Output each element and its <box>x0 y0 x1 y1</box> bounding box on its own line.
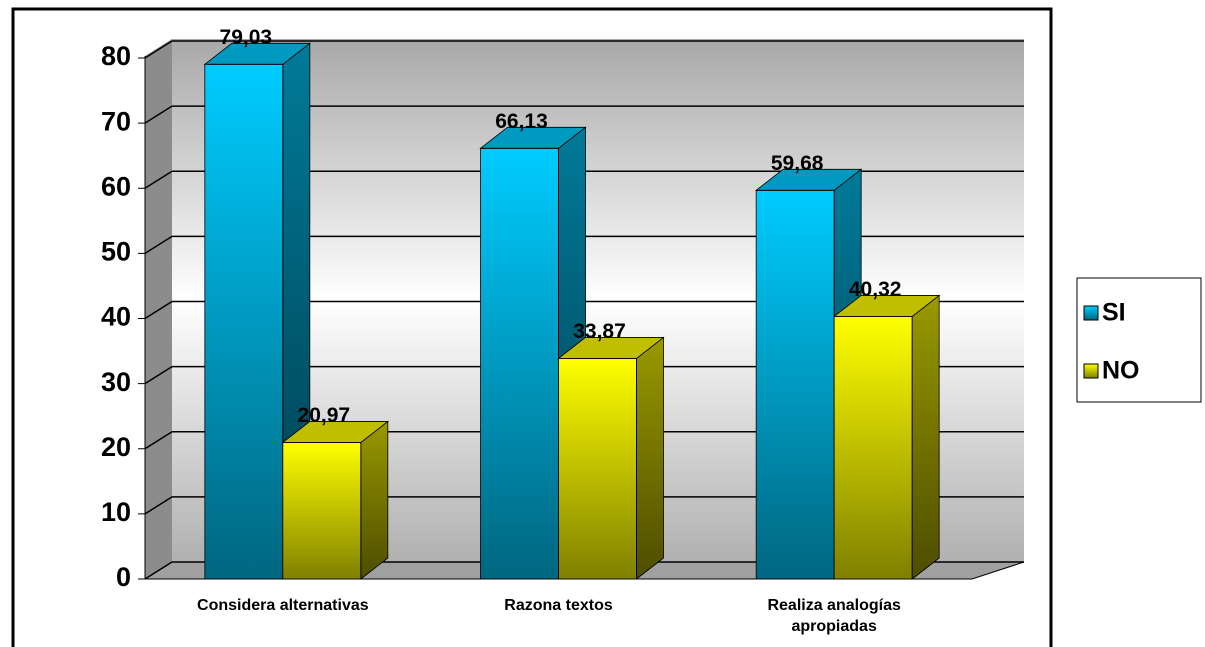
grid-line <box>144 431 173 450</box>
y-tick-label: 40 <box>101 302 131 332</box>
bar-front-shade <box>480 148 559 579</box>
bar-outline <box>204 63 284 580</box>
grid-line <box>144 300 173 320</box>
bar-side-shade <box>912 295 940 579</box>
bar <box>281 420 389 580</box>
y-tick-label: 0 <box>116 562 131 592</box>
bar-top-shade <box>480 127 586 149</box>
y-tick-label: 70 <box>101 106 131 136</box>
grid-line <box>144 170 173 189</box>
bar-side-shade <box>360 421 388 579</box>
bar-top-shade <box>282 421 388 443</box>
grid-line <box>144 561 173 580</box>
grid-line <box>144 235 173 255</box>
bar <box>755 168 863 580</box>
bar-front-shade <box>834 316 913 579</box>
bar-front-shade <box>282 442 361 579</box>
legend-label: SI <box>1102 299 1126 327</box>
bar-top-shade <box>756 169 862 191</box>
data-label: 66,13 <box>495 110 548 133</box>
bar-side-shade <box>636 337 664 579</box>
y-tick-label: 20 <box>101 432 131 462</box>
grid-line <box>144 105 173 124</box>
x-tick-label: Razona textos <box>504 597 613 614</box>
bar-outline <box>558 358 637 580</box>
y-tick-label: 80 <box>101 41 131 71</box>
y-tick-label: 30 <box>101 367 131 397</box>
bar-front-shade <box>756 190 835 580</box>
chart-border <box>11 7 1053 647</box>
data-label: 20,97 <box>298 404 351 427</box>
x-tick-label: Considera alternativas <box>197 597 369 614</box>
data-label: 40,32 <box>849 278 902 301</box>
bar <box>833 294 941 580</box>
data-label: 33,87 <box>573 320 626 343</box>
data-label: 79,03 <box>220 26 273 49</box>
bar <box>557 336 665 580</box>
bar-front-shade <box>204 64 283 579</box>
bar-outline <box>833 316 913 580</box>
data-label: 59,68 <box>771 152 824 175</box>
legend-box <box>1076 277 1202 403</box>
bar-top-shade <box>204 43 310 65</box>
legend-label: NO <box>1102 357 1140 385</box>
legend-swatch-shade <box>1084 306 1098 320</box>
legend-swatch-shade <box>1084 364 1098 378</box>
grid-line <box>144 365 173 385</box>
bar-top-shade <box>834 295 940 317</box>
grid-line <box>144 40 173 59</box>
bar <box>479 126 587 580</box>
grid-line <box>144 496 173 515</box>
x-tick-label: Realiza analogías apropiadas <box>767 597 900 635</box>
y-tick-label: 60 <box>101 171 131 201</box>
y-tick-label: 50 <box>101 237 131 267</box>
bar-outline <box>282 442 362 580</box>
y-tick-label: 10 <box>101 497 131 527</box>
bar-front-shade <box>558 358 637 579</box>
bar-top-shade <box>558 337 664 359</box>
